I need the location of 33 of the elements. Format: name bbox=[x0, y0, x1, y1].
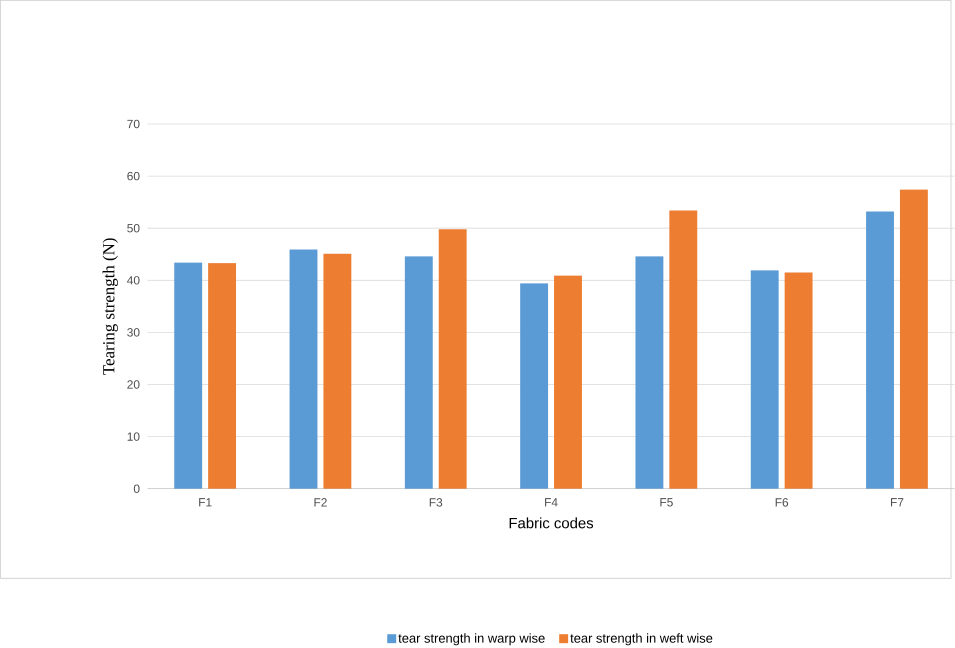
y-tick-label: 20 bbox=[127, 380, 140, 389]
bar bbox=[520, 283, 548, 489]
bar bbox=[635, 256, 664, 489]
bar bbox=[866, 211, 894, 489]
y-tick-label: 0 bbox=[134, 484, 140, 493]
bar bbox=[750, 270, 779, 489]
bar bbox=[290, 250, 318, 489]
x-tick-label: F2 bbox=[314, 498, 327, 506]
x-tick-label: F3 bbox=[430, 498, 442, 507]
x-tick-label: F4 bbox=[545, 498, 558, 506]
bar bbox=[174, 262, 202, 489]
bar bbox=[554, 276, 582, 489]
y-tick-label: 50 bbox=[127, 224, 140, 232]
bar bbox=[669, 210, 698, 489]
bar bbox=[404, 256, 433, 489]
legend-label: tear strength in warp wise bbox=[398, 633, 545, 646]
y-tick-label: 10 bbox=[128, 432, 140, 441]
y-axis-title: Tearing strength (N) bbox=[102, 238, 118, 375]
x-tick-label: F6 bbox=[776, 498, 788, 507]
x-tick-label: F5 bbox=[660, 498, 673, 506]
bar bbox=[784, 272, 813, 489]
x-axis-title: Fabric codes bbox=[510, 517, 594, 528]
bar bbox=[900, 190, 928, 489]
bar bbox=[208, 263, 236, 489]
y-tick-label: 70 bbox=[127, 120, 140, 128]
x-tick-label: F7 bbox=[890, 498, 904, 506]
y-tick-label: 40 bbox=[127, 276, 140, 284]
x-tick-label: F1 bbox=[199, 498, 212, 506]
bar bbox=[323, 254, 352, 489]
bar bbox=[438, 229, 467, 489]
legend-label: tear strength in weft wise bbox=[570, 633, 712, 646]
y-tick-label: 60 bbox=[127, 172, 140, 180]
y-tick-label: 30 bbox=[127, 328, 140, 337]
